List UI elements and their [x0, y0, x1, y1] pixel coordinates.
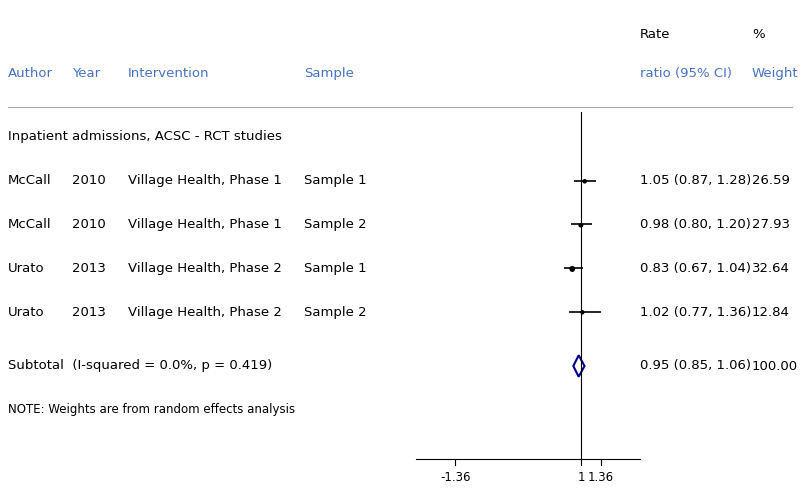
Text: 26.59: 26.59: [752, 174, 790, 187]
Text: Intervention: Intervention: [128, 67, 210, 80]
Text: NOTE: Weights are from random effects analysis: NOTE: Weights are from random effects an…: [8, 404, 295, 416]
Text: ●: ●: [569, 264, 575, 273]
Text: 1: 1: [578, 471, 585, 484]
Text: McCall: McCall: [8, 218, 52, 231]
Text: Sample 2: Sample 2: [304, 306, 366, 319]
Text: Subtotal  (I-squared = 0.0%, p = 0.419): Subtotal (I-squared = 0.0%, p = 0.419): [8, 360, 272, 372]
Text: 2010: 2010: [72, 174, 106, 187]
Text: ●: ●: [578, 222, 583, 227]
Text: Rate: Rate: [640, 28, 670, 41]
Text: 2010: 2010: [72, 218, 106, 231]
Text: Urato: Urato: [8, 262, 45, 275]
Text: Inpatient admissions, ACSC - RCT studies: Inpatient admissions, ACSC - RCT studies: [8, 130, 282, 143]
Text: Village Health, Phase 2: Village Health, Phase 2: [128, 262, 282, 275]
Text: 0.83 (0.67, 1.04): 0.83 (0.67, 1.04): [640, 262, 751, 275]
Text: 1.05 (0.87, 1.28): 1.05 (0.87, 1.28): [640, 174, 751, 187]
Text: Weight: Weight: [752, 67, 798, 80]
Text: 2013: 2013: [72, 262, 106, 275]
Text: Sample: Sample: [304, 67, 354, 80]
Text: 100.00: 100.00: [752, 360, 798, 372]
Text: ratio (95% CI): ratio (95% CI): [640, 67, 732, 80]
Text: McCall: McCall: [8, 174, 52, 187]
Text: Sample 2: Sample 2: [304, 218, 366, 231]
Text: Urato: Urato: [8, 306, 45, 319]
Text: 2013: 2013: [72, 306, 106, 319]
Text: Village Health, Phase 1: Village Health, Phase 1: [128, 174, 282, 187]
Text: 1.02 (0.77, 1.36): 1.02 (0.77, 1.36): [640, 306, 751, 319]
Text: Year: Year: [72, 67, 100, 80]
Text: %: %: [752, 28, 765, 41]
Text: ●: ●: [580, 310, 585, 315]
Text: 27.93: 27.93: [752, 218, 790, 231]
Text: -1.36: -1.36: [440, 471, 470, 484]
Text: Sample 1: Sample 1: [304, 262, 366, 275]
Text: 12.84: 12.84: [752, 306, 790, 319]
Text: Author: Author: [8, 67, 53, 80]
Text: Village Health, Phase 2: Village Health, Phase 2: [128, 306, 282, 319]
Text: Sample 1: Sample 1: [304, 174, 366, 187]
Text: 1.36: 1.36: [587, 471, 614, 484]
Text: ●: ●: [582, 178, 586, 183]
Text: 0.98 (0.80, 1.20): 0.98 (0.80, 1.20): [640, 218, 751, 231]
Text: 32.64: 32.64: [752, 262, 790, 275]
Text: 0.95 (0.85, 1.06): 0.95 (0.85, 1.06): [640, 360, 751, 372]
Text: Village Health, Phase 1: Village Health, Phase 1: [128, 218, 282, 231]
